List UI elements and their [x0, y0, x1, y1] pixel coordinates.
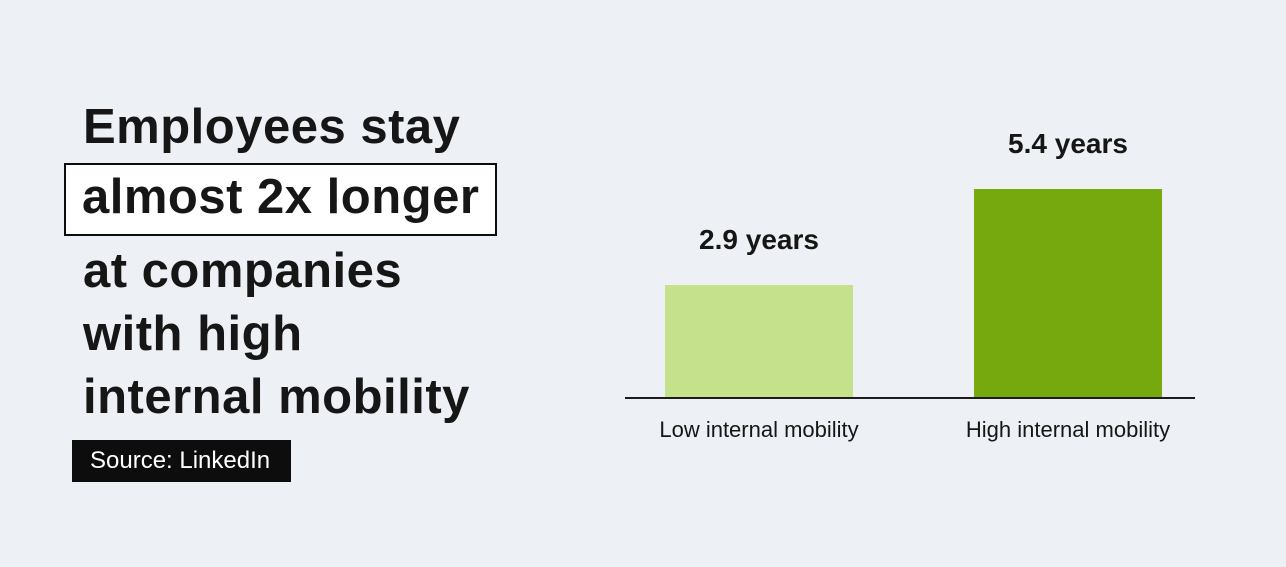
bar-group: 2.9 years [665, 223, 853, 397]
bar-chart: 2.9 years 5.4 years Low internal mobility… [625, 128, 1195, 443]
category-labels: Low internal mobility High internal mobil… [625, 417, 1195, 443]
bar-value-label: 5.4 years [1008, 128, 1128, 159]
bar-group: 5.4 years [974, 127, 1162, 397]
headline-line-2: at companies [83, 244, 403, 298]
bar [974, 189, 1162, 397]
category-label: High internal mobility [966, 417, 1170, 443]
headline-line-4: internal mobility [83, 370, 470, 424]
headline: Employees stay almost 2x longer at compa… [64, 96, 498, 429]
bar-value-label: 2.9 years [699, 224, 819, 255]
headline-highlight: almost 2x longer [64, 163, 498, 236]
bar [665, 285, 853, 397]
headline-line-3: with high [83, 307, 303, 361]
source-badge: Source: LinkedIn [72, 440, 292, 482]
headline-line-1: Employees stay [83, 100, 461, 154]
category-label-text: High internal mobility [965, 417, 1171, 442]
plot-area: 2.9 years 5.4 years [625, 128, 1195, 399]
category-label-text: Low internal mobility [659, 417, 859, 442]
headline-highlight-row: almost 2x longer [64, 163, 498, 236]
category-label: Low internal mobility [659, 417, 858, 443]
